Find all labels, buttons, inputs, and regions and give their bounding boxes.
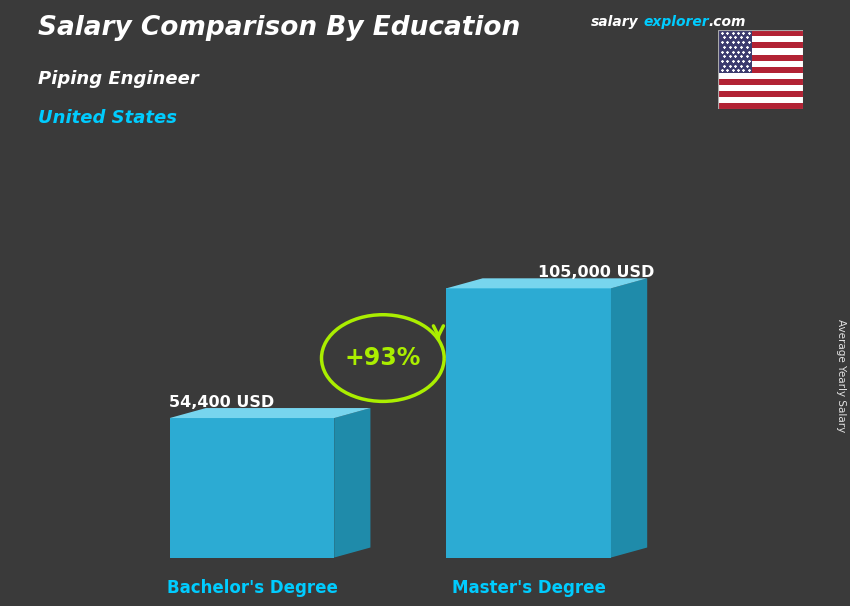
Bar	[718, 85, 803, 91]
Text: 105,000 USD: 105,000 USD	[538, 265, 654, 280]
Text: salary: salary	[591, 15, 638, 29]
Text: explorer: explorer	[643, 15, 709, 29]
Text: Salary Comparison By Education: Salary Comparison By Education	[38, 15, 520, 41]
Bar	[718, 97, 803, 103]
Text: United States: United States	[38, 109, 178, 127]
Polygon shape	[446, 288, 611, 558]
Bar	[718, 79, 803, 85]
Text: 54,400 USD: 54,400 USD	[169, 395, 275, 410]
Text: Bachelor's Degree: Bachelor's Degree	[167, 579, 337, 597]
Text: Average Yearly Salary: Average Yearly Salary	[836, 319, 846, 432]
Polygon shape	[611, 278, 647, 558]
Polygon shape	[170, 418, 334, 558]
Bar	[718, 30, 752, 73]
Text: +93%: +93%	[344, 346, 421, 370]
Bar	[718, 103, 803, 109]
Bar	[718, 42, 803, 48]
Bar	[718, 91, 803, 97]
Bar	[718, 73, 803, 79]
Polygon shape	[170, 408, 371, 418]
Bar	[718, 48, 803, 55]
Bar	[718, 67, 803, 73]
Bar	[718, 55, 803, 61]
Bar	[718, 61, 803, 67]
Text: Master's Degree: Master's Degree	[451, 579, 606, 597]
Bar	[718, 30, 803, 36]
Text: Piping Engineer: Piping Engineer	[38, 70, 199, 88]
Polygon shape	[334, 408, 371, 558]
Polygon shape	[446, 278, 647, 288]
Text: .com: .com	[708, 15, 745, 29]
Bar	[718, 36, 803, 42]
